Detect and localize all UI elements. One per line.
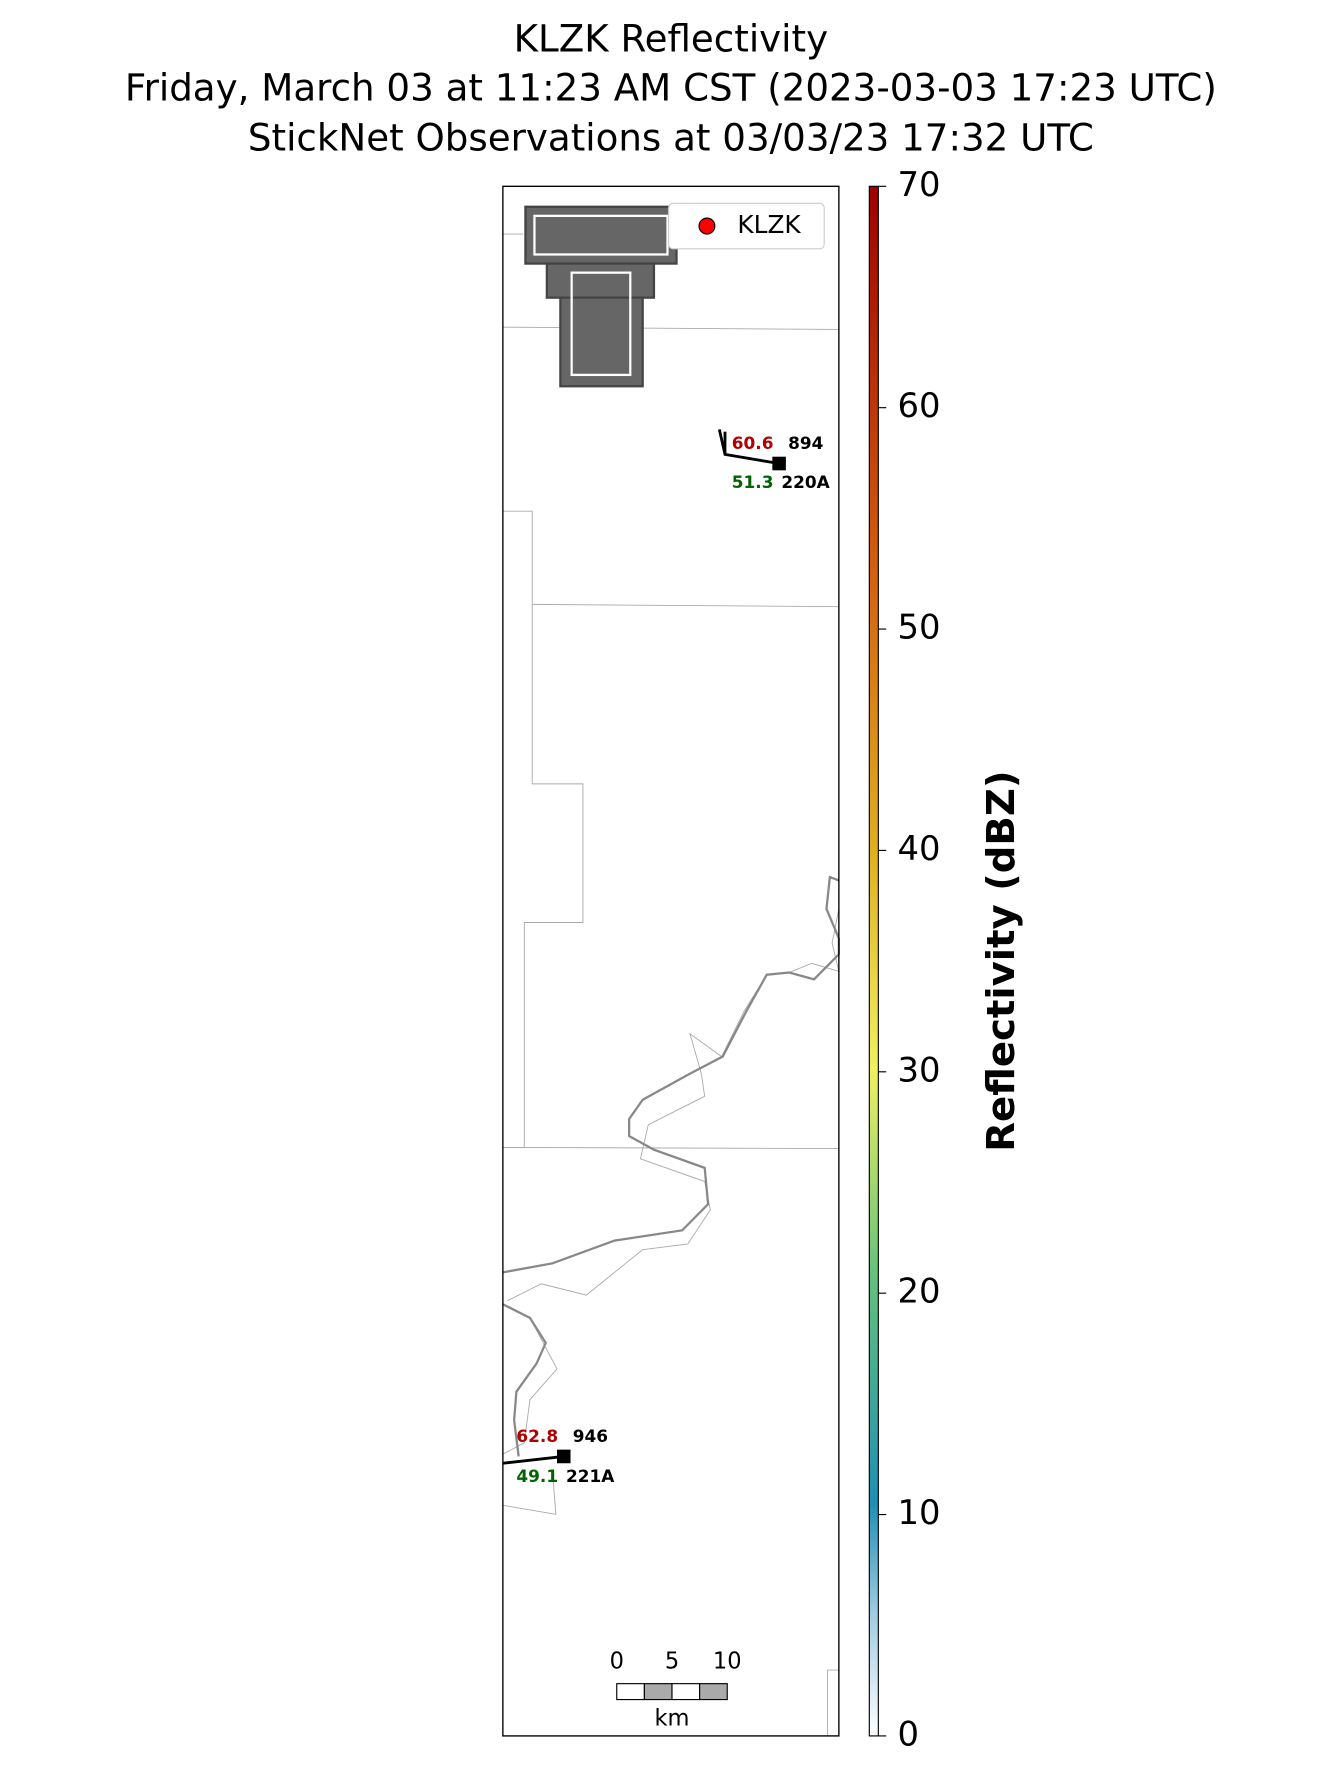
logo [524, 205, 678, 388]
colorbar-tick-label: 40 [898, 829, 941, 869]
scale-unit: km [654, 1705, 689, 1731]
temperature: 60.6 [732, 434, 774, 454]
colorbar-tick-label: 20 [898, 1272, 941, 1312]
colorbar-tick-label: 0 [898, 1714, 920, 1754]
colorbar-label: Reflectivity (dBZ) [979, 771, 1024, 1152]
station: 60.6 894 51.3 220A [717, 429, 831, 493]
subtitle: Friday, March 03 at 11:23 AM CST (2023-0… [125, 65, 1217, 109]
colorbar: Reflectivity (dBZ) 0 10 20 30 40 50 60 70 [868, 165, 1024, 1754]
station-id: 220A [781, 473, 830, 493]
temperature: 62.8 [516, 1427, 558, 1447]
scale-tick-label: 5 [665, 1649, 679, 1675]
legend-label: KLZK [737, 210, 801, 239]
scale-bar: km 0 5 10 [610, 1649, 742, 1732]
scale-tick-label: 0 [610, 1649, 624, 1675]
observation-time: StickNet Observations at 03/03/23 17:32 … [248, 115, 1094, 159]
dewpoint: 51.3 [732, 473, 774, 493]
legend: KLZK [668, 202, 825, 250]
colorbar-tick-label: 10 [898, 1493, 941, 1533]
dewpoint: 49.1 [516, 1467, 558, 1487]
colorbar-tick-label: 60 [898, 386, 941, 426]
colorbar-tick-label: 30 [898, 1050, 941, 1090]
scale-tick-label: 10 [713, 1649, 742, 1675]
colorbar-tick-label: 70 [898, 165, 941, 205]
station-id: 221A [566, 1467, 615, 1487]
map [502, 186, 840, 1736]
colorbar-tick-label: 50 [898, 607, 941, 647]
pressure: 894 [788, 434, 823, 454]
map-frame [502, 185, 840, 1737]
station: 62.8 946 49.1 221A [502, 1427, 615, 1487]
legend-marker [698, 217, 716, 235]
title: KLZK Reflectivity [514, 16, 828, 60]
pressure: 946 [573, 1427, 608, 1447]
